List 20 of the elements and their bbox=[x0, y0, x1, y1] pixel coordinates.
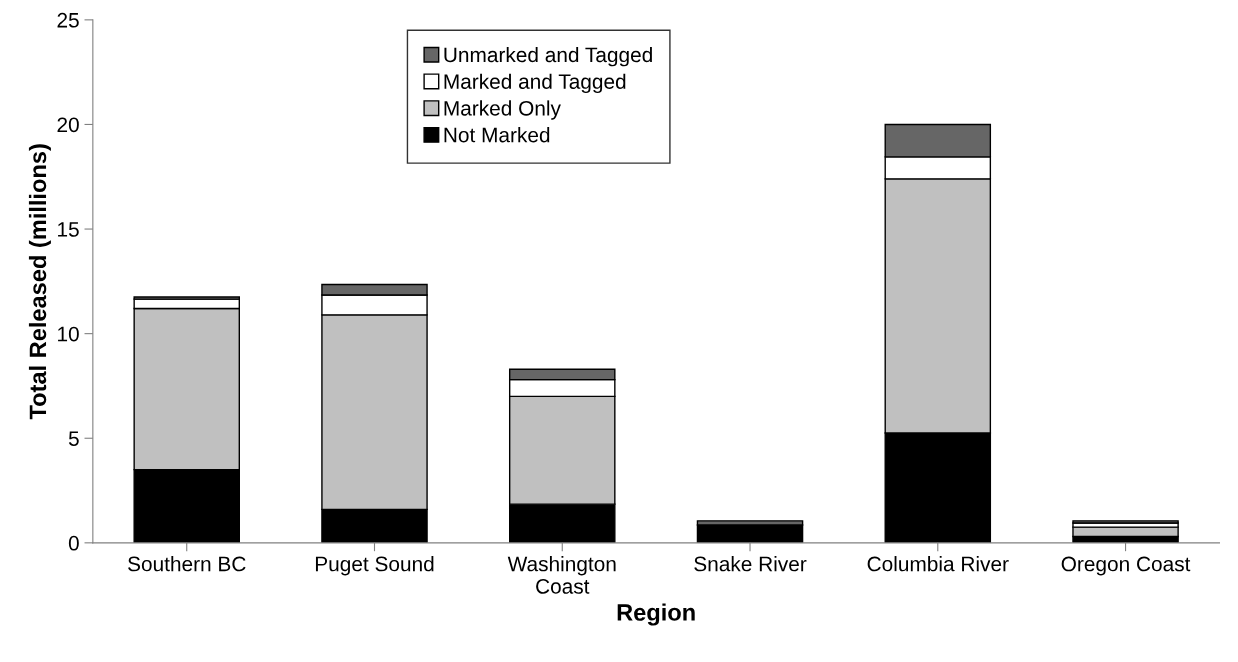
x-axis-title: Region bbox=[617, 603, 695, 626]
x-tick-label: Columbia River bbox=[867, 556, 1009, 572]
legend-label: Marked and Tagged bbox=[444, 73, 626, 94]
legend-label: Marked Only bbox=[444, 100, 561, 120]
bar bbox=[1072, 520, 1179, 524]
y-tick-label: 10 bbox=[58, 326, 79, 342]
y-tick-label: 25 bbox=[57, 12, 79, 28]
y-tick-label: 0 bbox=[68, 535, 79, 551]
x-tick-label: Puget Sound bbox=[315, 556, 434, 576]
bar bbox=[696, 524, 804, 543]
x-tick-label: Snake River bbox=[694, 556, 807, 572]
y-tick-label: 5 bbox=[68, 431, 79, 446]
x-tick-label: Oregon Coast bbox=[1061, 556, 1191, 576]
legend-label: Not Marked bbox=[444, 127, 550, 143]
legend-label: Unmarked and Tagged bbox=[444, 46, 652, 67]
x-tick-label: Washington Coast bbox=[507, 556, 616, 594]
y-tick-label: 15 bbox=[58, 222, 79, 237]
y-tick-label: 20 bbox=[57, 117, 79, 133]
y-axis-title: Total Released (millions) bbox=[28, 144, 51, 420]
x-tick-label: Southern BC bbox=[128, 556, 246, 572]
